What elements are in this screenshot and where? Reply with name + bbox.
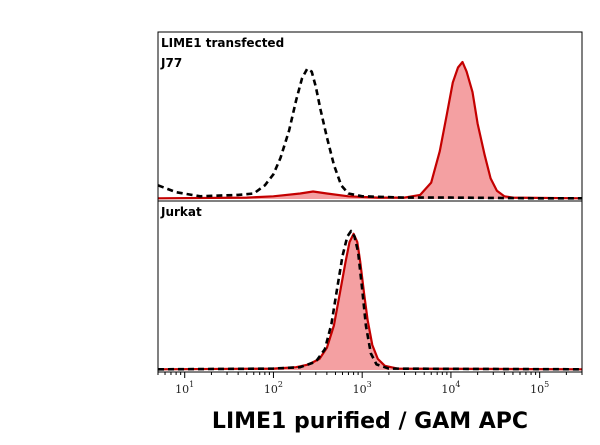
x-axis-label: LIME1 purified / GAM APC xyxy=(212,409,528,434)
histogram-panel-2: Jurkat xyxy=(157,200,583,373)
x-tick-label: 102 xyxy=(264,380,283,396)
control-histogram-line xyxy=(157,229,583,371)
histogram-panel-1: LIME1 transfected J77 xyxy=(157,31,583,202)
x-tick-label: 105 xyxy=(530,380,549,396)
x-tick-label: 103 xyxy=(353,380,372,396)
x-axis: 101 102 103 104 105 xyxy=(157,372,583,396)
panel-frame xyxy=(157,31,583,202)
sample-histogram-fill xyxy=(158,233,582,370)
panel-label: LIME1 transfected xyxy=(161,36,284,50)
sample-histogram-fill xyxy=(158,62,582,199)
x-tick-label: 101 xyxy=(175,380,194,396)
panel-label: Jurkat xyxy=(160,205,202,219)
panels-layer: LIME1 transfected J77 Jurkat xyxy=(157,31,583,373)
control-histogram-line xyxy=(157,67,582,200)
x-tick-label: 104 xyxy=(441,380,460,396)
panel-frame xyxy=(157,200,583,373)
sample-histogram-outline xyxy=(157,60,583,200)
panel-label: J77 xyxy=(160,56,182,70)
